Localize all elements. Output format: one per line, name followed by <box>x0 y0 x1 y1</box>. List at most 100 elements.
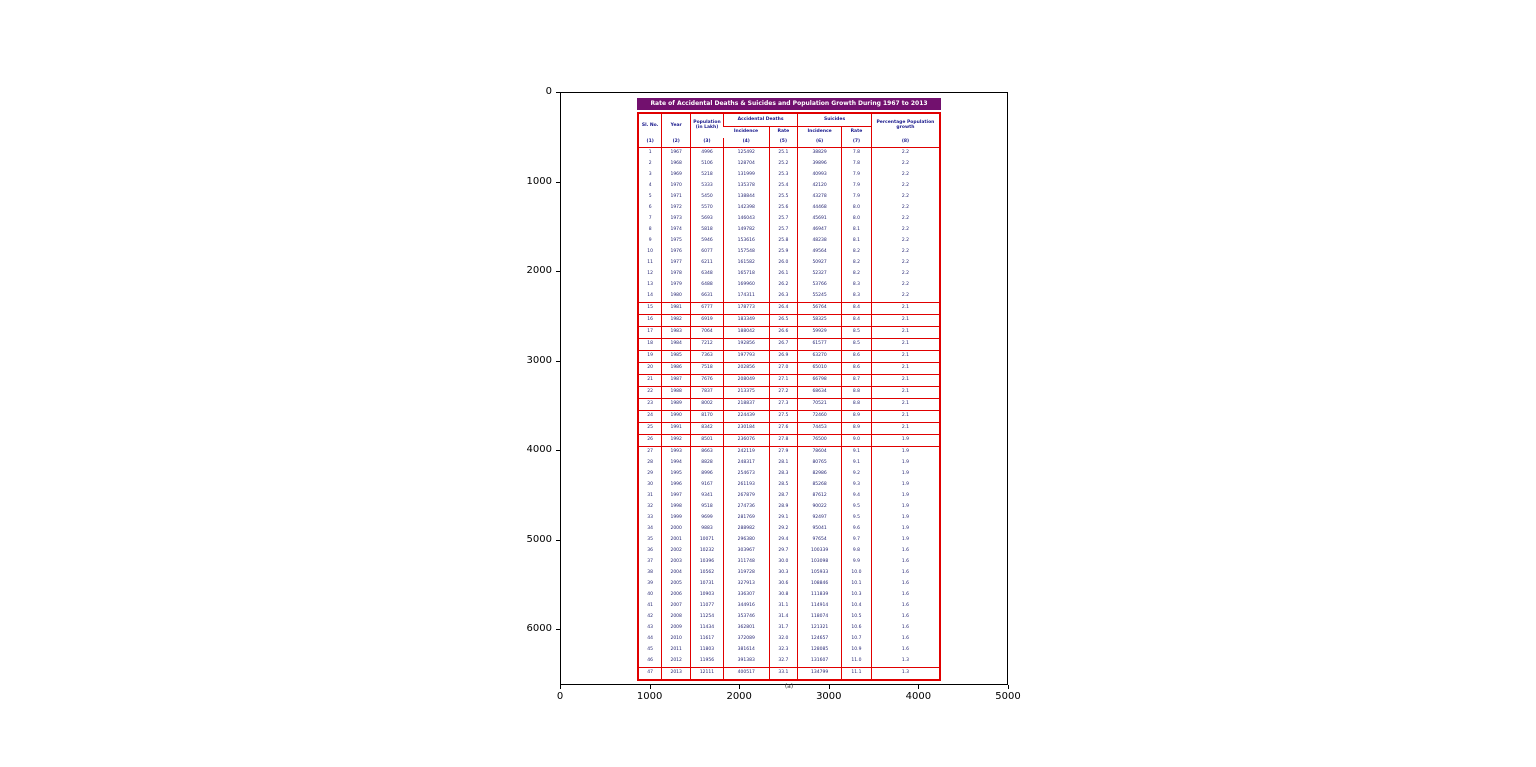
table-cell: 7.9 <box>841 192 872 203</box>
table-row: 12 1978 6348 165718 26.1 52327 8.2 2.2 <box>638 269 940 280</box>
table-cell: 2.2 <box>870 258 940 269</box>
table-cell: 1.6 <box>870 601 940 612</box>
table-cell: 13 <box>647 282 654 288</box>
x-tick-mark <box>828 685 830 689</box>
y-tick-label: 2000 <box>526 265 552 276</box>
table-cell: 59929 <box>797 326 842 339</box>
table-cell: 29 <box>647 471 654 477</box>
table-cell: 8501 <box>690 434 724 447</box>
table-cell: 103098 <box>797 557 842 568</box>
table-cell: 1985 <box>661 350 691 363</box>
table-cell: 28.5 <box>768 480 798 491</box>
table-cell: 2.2 <box>870 147 940 159</box>
table-cell: 1.6 <box>870 623 940 634</box>
table-cell: 18 <box>638 338 662 351</box>
table-cell: 6488 <box>690 280 724 291</box>
table-cell: 2002 <box>661 546 691 557</box>
table-cell: 218837 <box>722 398 770 411</box>
table-cell: 1971 <box>661 192 691 203</box>
table-cell: 114914 <box>797 601 842 612</box>
table-cell: 2010 <box>661 634 691 645</box>
colnum-4: (4) <box>722 138 770 148</box>
header-accidental-deaths: Accidental Deaths <box>722 113 798 127</box>
table-cell: 8002 <box>690 398 724 411</box>
table-cell: 2.1 <box>870 314 940 327</box>
table-cell: 8.2 <box>841 247 872 258</box>
table-cell: 11 <box>647 260 654 266</box>
table-cell: 25.9 <box>768 247 798 258</box>
table-cell: 3 <box>648 172 652 178</box>
table-cell: 8.9 <box>841 422 872 435</box>
x-tick-label: 3000 <box>816 691 842 702</box>
table-cell: 2004 <box>661 568 691 579</box>
table-cell: 281769 <box>722 513 770 524</box>
table-cell: 131999 <box>722 170 770 181</box>
table-cell: 254673 <box>722 469 770 480</box>
table-cell: 10.7 <box>841 634 872 645</box>
table-cell: 2.1 <box>870 386 940 399</box>
table-cell: 10396 <box>690 557 724 568</box>
table-cell: 224439 <box>722 410 770 423</box>
table-image: Rate of Accidental Deaths & Suicides and… <box>637 98 941 690</box>
table-row: 27 1993 8663 242119 27.9 78604 9.1 1.9 <box>638 446 940 458</box>
table-cell: 10.6 <box>841 623 872 634</box>
table-cell: 9883 <box>690 524 724 535</box>
table-cell: 9167 <box>690 480 724 491</box>
table-cell: 8.1 <box>841 236 872 247</box>
table-cell: 2.1 <box>870 398 940 411</box>
table-cell: 8.1 <box>841 225 872 236</box>
table-cell: 6211 <box>690 258 724 269</box>
table-row: 39 2005 10731 327913 30.6 108846 10.1 1.6 <box>638 579 940 590</box>
table-row: 32 1998 9518 274736 28.9 90022 9.5 1.9 <box>638 502 940 513</box>
table-cell: 7.9 <box>841 181 872 192</box>
table-cell: 30.0 <box>768 557 798 568</box>
table-cell: 12111 <box>690 667 724 680</box>
table-cell: 2003 <box>661 557 691 568</box>
x-tick-mark <box>649 685 651 689</box>
table-cell: 32.3 <box>768 645 798 656</box>
table-cell: 30 <box>647 482 654 488</box>
table-cell: 19 <box>638 350 662 363</box>
table-cell: 8.4 <box>841 302 872 315</box>
table-cell: 2.2 <box>870 159 940 170</box>
table-row: 46 2012 11956 391383 32.7 131607 11.0 1.3 <box>638 656 940 668</box>
table-cell: 157548 <box>722 247 770 258</box>
table-cell: 1970 <box>661 181 691 192</box>
table-cell: 68634 <box>797 386 842 399</box>
table-row: 30 1996 9167 261193 28.5 85268 9.3 1.9 <box>638 480 940 491</box>
table-cell: 6077 <box>690 247 724 258</box>
table-cell: 274736 <box>722 502 770 513</box>
table-cell: 2.1 <box>870 374 940 387</box>
table-cell: 9.9 <box>841 557 872 568</box>
table-cell: 1.9 <box>870 446 940 458</box>
table-cell: 29.4 <box>768 535 798 546</box>
table-cell: 149782 <box>722 225 770 236</box>
table-cell: 10 <box>647 249 654 255</box>
table-cell: 27.1 <box>768 374 798 387</box>
x-tick-label: 4000 <box>905 691 932 702</box>
table-cell: 8.3 <box>841 291 872 303</box>
table-cell: 10562 <box>690 568 724 579</box>
table-cell: 138844 <box>722 192 770 203</box>
table-row: 7 1973 5693 146043 25.7 45691 8.0 2.2 <box>638 214 940 225</box>
table-cell: 100339 <box>797 546 842 557</box>
table-cell: 1.9 <box>870 480 940 491</box>
y-tick-label: 5000 <box>526 533 552 545</box>
table-cell: 31.4 <box>768 612 798 623</box>
table-cell: 2009 <box>661 623 691 634</box>
table-cell: 8.5 <box>841 326 872 339</box>
table-cell: 30.6 <box>768 579 798 590</box>
table-cell: 2.1 <box>870 350 940 363</box>
table-cell: 6777 <box>690 302 724 315</box>
table-cell: 70521 <box>797 398 842 411</box>
colnum-5: (5) <box>768 138 798 148</box>
table-cell: 28.9 <box>768 502 798 513</box>
table-cell: 105933 <box>797 568 842 579</box>
table-cell: 2.2 <box>870 280 940 291</box>
table-cell: 2.2 <box>870 203 940 214</box>
table-cell: 7837 <box>690 386 724 399</box>
header-year: Year <box>661 113 691 138</box>
table-cell: 9.4 <box>841 491 872 502</box>
table-cell: 391383 <box>722 656 770 668</box>
